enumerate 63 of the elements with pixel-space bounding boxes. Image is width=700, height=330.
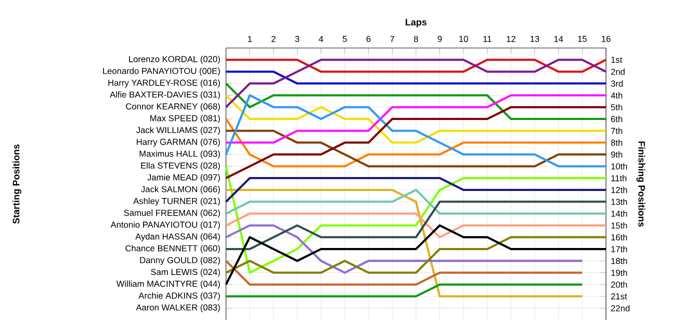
text: Harry YARDLEY-ROSE (016) [108, 79, 220, 88]
y-tick-label: 7th [611, 128, 622, 134]
x-tick-label: 8 [414, 36, 418, 42]
x-tick-label: 14 [554, 36, 564, 42]
text: Samuel FREEMAN (062) [124, 210, 220, 218]
y-tick-label: 16th [611, 234, 627, 240]
text: Maximus HALL (093) [140, 150, 220, 158]
y-tick-label: 4th [610, 92, 622, 98]
text: Aaron WALKER (083) [136, 304, 220, 312]
y-tick-label: 14th [611, 210, 627, 217]
y-tick-label: 15th [611, 222, 627, 229]
y-tick-label: 22nd [611, 305, 630, 312]
text: Antonio PANAYIOTOU (017) [110, 221, 220, 230]
y-tick-label: 5th [611, 104, 622, 110]
y-tick-label: 10th [611, 163, 627, 170]
x-tick-label: 2 [272, 36, 276, 42]
text: Max SPEED (081) [150, 114, 220, 124]
text: William MACINTYRE (044) [116, 280, 220, 289]
x-tick-label: 16 [602, 36, 610, 42]
text: Jack WILLIAMS (027) [136, 126, 220, 135]
x-tick-label: 13 [530, 36, 540, 42]
text: Ashley TURNER (021) [133, 198, 220, 206]
x-tick-label: 3 [295, 36, 300, 42]
text: Jack SALMON (066) [141, 186, 220, 194]
text: Alfie BAXTER-DAVIES (031) [110, 91, 220, 100]
text: Starting Positions [12, 144, 22, 224]
text: Leonardo PANAYIOTOU (00E) [103, 68, 220, 76]
x-tick-label: 9 [438, 36, 442, 42]
text: Ella STEVENS (028) [141, 162, 220, 170]
y-tick-label: 1st [611, 56, 622, 63]
y-tick-label: 13th [611, 198, 627, 205]
y-tick-label: 12th [611, 186, 627, 194]
x-tick-label: 15 [578, 36, 587, 42]
y-tick-label: 19th [611, 270, 627, 276]
text: Connor KEARNEY (068) [126, 103, 220, 112]
y-tick-label: 20th [611, 281, 627, 288]
x-tick-label: 12 [506, 36, 516, 42]
y-axis-title: Finishing Positions [636, 142, 646, 227]
x-tick-label: 1 [248, 36, 252, 42]
y-tick-label: 3rd [611, 80, 623, 87]
text: Lorenzo KORDAL (020) [129, 56, 220, 64]
y-tick-label: 9th [611, 151, 622, 158]
text: Jamie MEAD (097) [147, 174, 220, 182]
text: Aydan HASSAN (064) [135, 233, 220, 242]
x-tick-label: 6 [366, 36, 371, 42]
text: Harry GARMAN (076) [136, 138, 220, 147]
x-tick-label: 11 [483, 36, 492, 42]
x-tick-label: 4 [318, 36, 324, 42]
x-axis-title: Laps [406, 18, 427, 28]
y-tick-label: 17th [611, 246, 627, 252]
y-tick-label: 11th [611, 174, 626, 182]
y-tick-label: 2nd [611, 68, 625, 75]
y-tick-label: 6th [611, 116, 622, 122]
text: Chance BENNETT (060) [125, 245, 220, 254]
text: Sam LEWIS (024) [150, 268, 220, 277]
x-tick-label: 10 [459, 36, 468, 42]
y-tick-label: 8th [611, 139, 622, 146]
x-tick-label: 7 [390, 36, 394, 42]
x-tick-label: 5 [342, 36, 347, 42]
y-tick-label: 21st [611, 293, 628, 300]
y-tick-label: 18th [611, 258, 627, 264]
text: Archie ADKINS (037) [138, 292, 220, 300]
text: Danny GOULD (082) [140, 256, 220, 265]
